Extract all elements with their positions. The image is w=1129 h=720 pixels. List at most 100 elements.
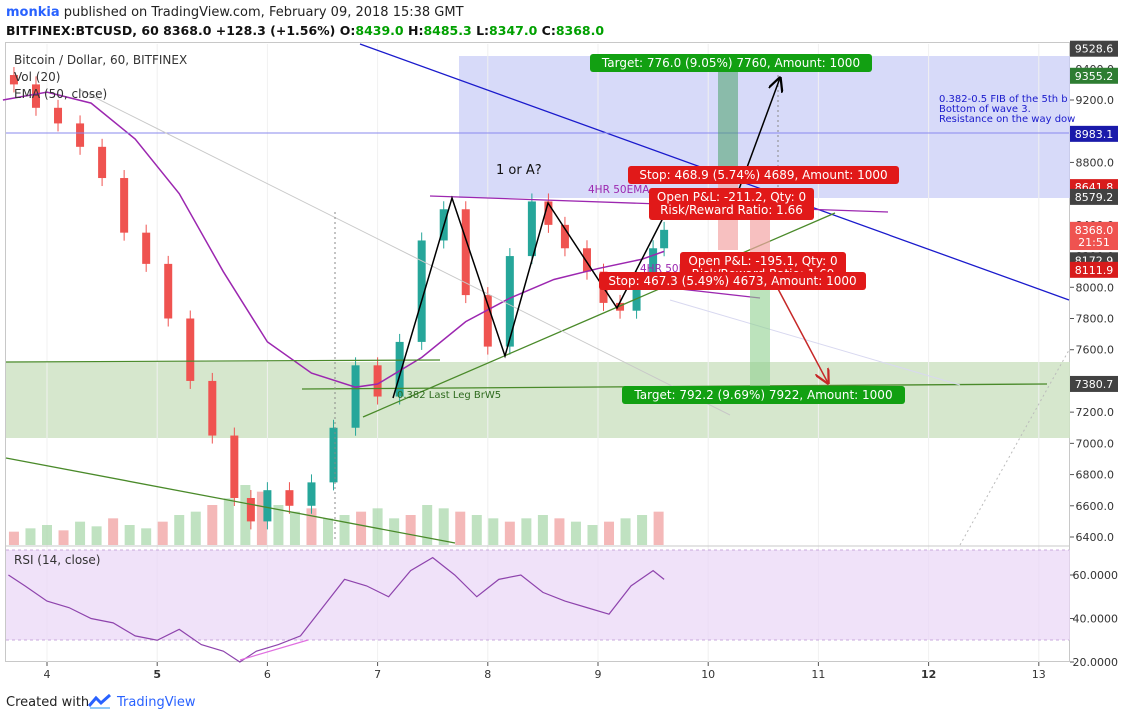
tradingview-logo-icon[interactable] bbox=[87, 693, 112, 713]
price-badge-label: 7380.7 bbox=[1075, 378, 1114, 391]
long-stop-label[interactable] bbox=[628, 166, 899, 184]
long-pnl-label-text: Risk/Reward Ratio: 1.66 bbox=[660, 203, 803, 217]
candle-body bbox=[582, 248, 591, 272]
open-value: 8439.0 bbox=[355, 23, 404, 38]
volume-bar bbox=[91, 526, 102, 545]
x-tick-label: 8 bbox=[484, 668, 491, 681]
x-tick-label: 12 bbox=[921, 668, 936, 681]
close-value: 8368.0 bbox=[555, 23, 605, 38]
volume-bar bbox=[256, 491, 267, 545]
candle-body bbox=[263, 490, 272, 522]
volume-bar bbox=[372, 508, 383, 545]
candle-body bbox=[31, 84, 40, 108]
price-badge bbox=[1070, 221, 1118, 238]
price-badge bbox=[1070, 375, 1118, 392]
long-target-box[interactable] bbox=[718, 72, 738, 182]
candle-body bbox=[527, 201, 536, 257]
x-tick-label: 9 bbox=[595, 668, 602, 681]
tradingview-link[interactable]: TradingView bbox=[117, 695, 196, 710]
long-target-label-text: Target: 776.0 (9.05%) 7760, Amount: 1000 bbox=[601, 56, 860, 70]
wave-path[interactable] bbox=[392, 195, 666, 399]
short-target-label-text: Target: 792.2 (9.69%) 7922, Amount: 1000 bbox=[633, 388, 892, 402]
price-badge bbox=[1070, 188, 1118, 205]
y-tick-label: 7200.0 bbox=[1076, 406, 1115, 419]
ema-line bbox=[2, 91, 665, 388]
volume-bar bbox=[323, 518, 334, 545]
volume-bar bbox=[157, 521, 168, 545]
volume-bar bbox=[504, 521, 515, 545]
candle-body bbox=[351, 365, 360, 428]
x-tick-label: 5 bbox=[153, 668, 161, 681]
fib-note: 0.382-0.5 FIB of the 5th b bbox=[939, 94, 1068, 105]
volume-bar bbox=[521, 518, 532, 545]
candle-body bbox=[9, 75, 18, 85]
short-stop-label[interactable] bbox=[599, 272, 866, 290]
candle-body bbox=[98, 146, 107, 179]
volume-bar bbox=[537, 515, 548, 545]
volume-bar bbox=[637, 515, 648, 545]
price-badge-label: 8983.1 bbox=[1075, 128, 1114, 141]
y-tick-label: 6400.0 bbox=[1076, 531, 1115, 544]
x-tick-label: 10 bbox=[701, 668, 715, 681]
open-label: O: bbox=[339, 23, 356, 38]
candle-body bbox=[230, 435, 239, 498]
short-stop-label-text: Stop: 467.3 (5.49%) 4673, Amount: 1000 bbox=[608, 274, 856, 288]
rsi-tick-label: 60.0000 bbox=[1073, 569, 1119, 582]
rsi-line bbox=[8, 556, 665, 663]
volume-bar bbox=[422, 505, 433, 545]
y-tick-label: 8800.0 bbox=[1076, 156, 1115, 169]
wave-label: 1 or A? bbox=[496, 163, 542, 178]
volume-bar bbox=[306, 508, 317, 545]
volume-bar bbox=[620, 518, 631, 545]
short-target-label[interactable] bbox=[622, 386, 905, 404]
volume-bar bbox=[174, 515, 185, 545]
candle-body bbox=[120, 178, 129, 233]
short-target-box[interactable] bbox=[750, 260, 770, 388]
price-badge bbox=[1070, 40, 1118, 57]
y-tick-label: 8000.0 bbox=[1076, 281, 1115, 294]
close-label: C: bbox=[541, 23, 556, 38]
short-pnl-label-text: Open P&L: -195.1, Qty: 0 bbox=[688, 254, 837, 268]
long-pnl-label[interactable] bbox=[649, 188, 814, 220]
x-tick-label: 7 bbox=[374, 668, 381, 681]
volume-bar bbox=[42, 525, 52, 545]
candle-body bbox=[329, 427, 338, 483]
rsi-trend-line[interactable] bbox=[239, 639, 309, 661]
publish-info: published on TradingView.com, February 0… bbox=[59, 5, 464, 20]
price-badge-label: 9528.6 bbox=[1075, 43, 1114, 56]
support-zone[interactable] bbox=[6, 362, 1070, 438]
candle-body bbox=[142, 232, 151, 264]
candle-body bbox=[461, 209, 470, 296]
volume-bar bbox=[273, 505, 284, 545]
volume-bar bbox=[240, 485, 251, 545]
price-badge-label: 8368.0 bbox=[1075, 224, 1114, 237]
price-badge bbox=[1070, 67, 1118, 84]
rsi-tick-label: 40.0000 bbox=[1073, 613, 1119, 626]
author-link[interactable]: monkia bbox=[6, 5, 60, 20]
candle-body bbox=[285, 490, 294, 506]
volume-bar bbox=[190, 511, 201, 545]
volume-bar bbox=[141, 528, 152, 545]
projection-dots bbox=[959, 349, 1070, 546]
volume-bar bbox=[207, 505, 218, 545]
high-label: H: bbox=[408, 23, 424, 38]
publish-header: monkia published on TradingView.com, Feb… bbox=[0, 0, 1129, 44]
candle-body bbox=[649, 248, 658, 280]
rsi-tick-label: 20.0000 bbox=[1073, 656, 1119, 669]
volume-bar bbox=[223, 498, 234, 545]
volume-bar bbox=[289, 511, 300, 545]
x-tick-label: 13 bbox=[1032, 668, 1046, 681]
x-tick-label: 6 bbox=[264, 668, 271, 681]
lower-trend-line[interactable] bbox=[5, 457, 456, 544]
price-badge bbox=[1070, 125, 1118, 142]
symbol-label: BITFINEX:BTCUSD, 60 bbox=[6, 23, 159, 38]
support-line-top[interactable] bbox=[5, 359, 441, 363]
price-axis bbox=[1070, 44, 1129, 662]
candle-body bbox=[246, 497, 255, 522]
ohlc-line: BITFINEX:BTCUSD, 60 8368.0 +128.3 (+1.56… bbox=[6, 23, 604, 38]
candle-body bbox=[76, 123, 85, 147]
long-target-label[interactable] bbox=[590, 54, 872, 72]
candle-body bbox=[373, 365, 382, 397]
volume-bar bbox=[587, 525, 598, 545]
